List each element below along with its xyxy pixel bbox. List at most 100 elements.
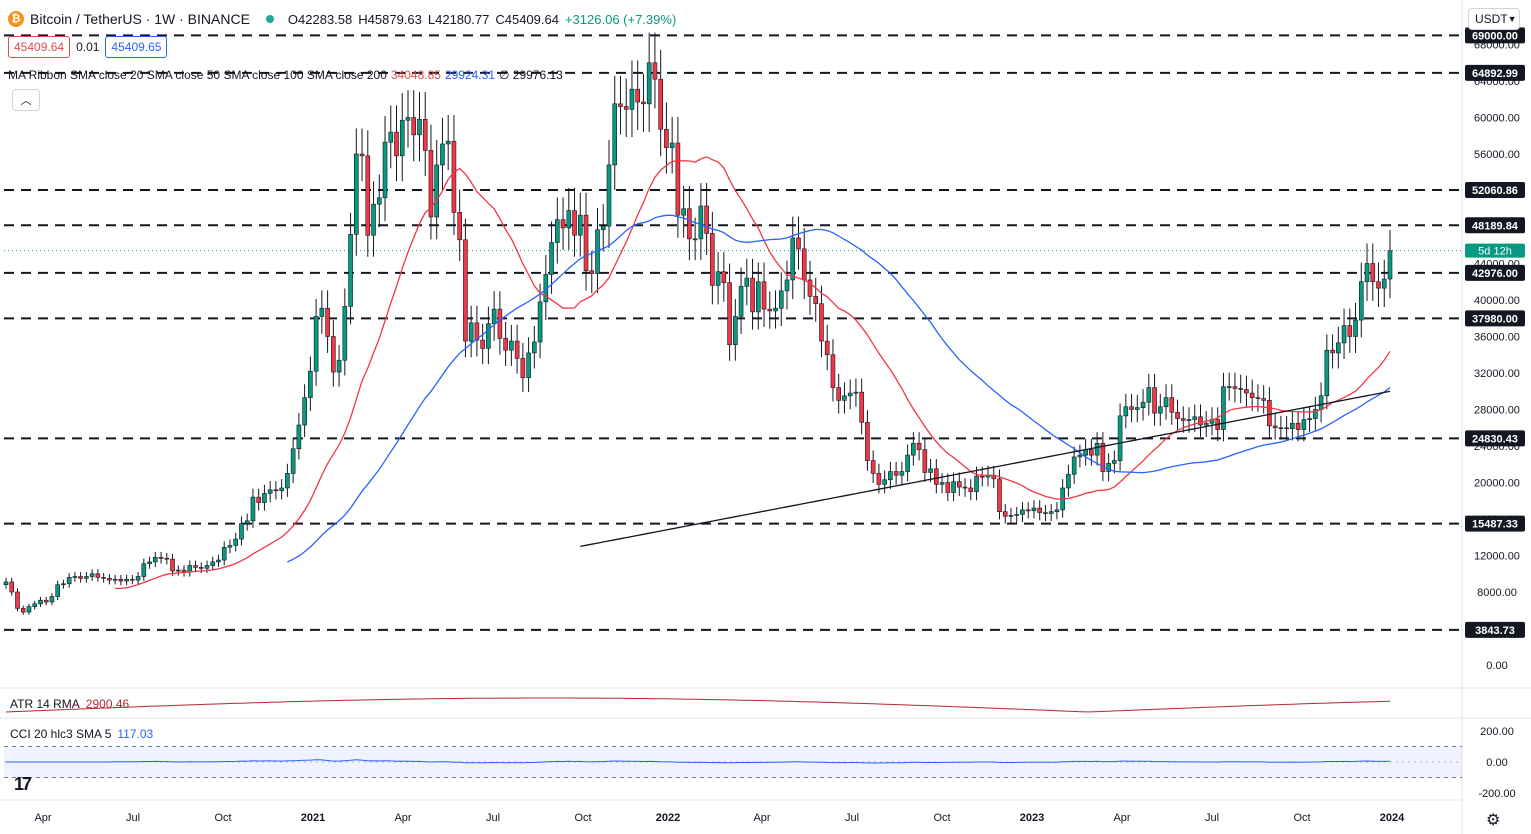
candle-body [514, 340, 520, 359]
candle-body [72, 576, 78, 578]
candle-body [951, 481, 956, 493]
level-label-bg [1465, 310, 1525, 327]
candle-body [66, 577, 72, 585]
time-tick-label: Jul [845, 812, 859, 824]
level-label: 24830.43 [1472, 433, 1518, 445]
candle-body [331, 336, 336, 373]
price-tick-label: 0.00 [1486, 660, 1507, 672]
level-label-bg [1465, 264, 1525, 281]
candle-body [193, 565, 198, 568]
candle-body [1025, 509, 1031, 512]
candle-body [962, 486, 968, 489]
candle-body [1135, 407, 1140, 410]
candle-body [767, 308, 773, 312]
candle-body [1376, 281, 1381, 289]
level-label-bg [1465, 181, 1525, 198]
candle-body [830, 354, 836, 388]
candle-body [733, 316, 738, 346]
candle-body [325, 307, 330, 337]
price-tick-label: 20000.00 [1474, 478, 1520, 490]
candle-body [164, 557, 170, 560]
candle-body [1364, 263, 1370, 283]
time-tick-label: 2022 [656, 812, 680, 824]
price-tick-label: 28000.00 [1474, 405, 1520, 417]
candle-body [824, 340, 830, 356]
candle-body [583, 214, 589, 272]
candle-body [101, 577, 106, 579]
candle-body [509, 340, 514, 351]
candle-body [1221, 386, 1226, 430]
candle-body [893, 471, 899, 476]
candle-body [89, 573, 95, 577]
candle-body [796, 237, 801, 250]
cci-legend[interactable]: CCI 20 hlc3 SMA 5 117.03 [10, 727, 153, 741]
time-tick-label: Oct [1293, 812, 1310, 824]
candle-body [704, 205, 709, 234]
candle-body [285, 473, 290, 489]
candle-body [1255, 397, 1261, 399]
collapse-legend-button[interactable]: ︿ [12, 89, 40, 111]
candle-body [371, 203, 376, 236]
ma-ribbon-legend[interactable]: MA Ribbon SMA close 20 SMA close 50 SMA … [8, 68, 563, 82]
candle-body [532, 341, 537, 354]
candle-body [669, 142, 675, 148]
candle-body [750, 277, 755, 313]
candle-body [273, 489, 279, 492]
candle-body [468, 322, 474, 342]
buy-button[interactable]: 45409.65 [105, 36, 168, 58]
candle-body [646, 62, 652, 105]
candle-body [606, 164, 612, 227]
candle-body [1014, 514, 1020, 516]
candle-body [319, 307, 325, 317]
candle-body [250, 496, 256, 522]
time-tick-label: Apr [394, 812, 411, 824]
atr-legend[interactable]: ATR 14 RMA 2900.46 [10, 697, 129, 711]
candle-body [836, 387, 841, 401]
candle-body [175, 569, 181, 572]
candle-body [267, 489, 273, 494]
candle-body [1301, 419, 1307, 430]
candle-body [359, 153, 365, 157]
level-label-bg [1465, 621, 1525, 638]
candle-body [61, 583, 66, 586]
candle-body [1381, 278, 1387, 289]
candle-body [710, 233, 715, 286]
gear-icon[interactable]: ⚙ [1486, 812, 1501, 829]
candle-body [687, 208, 692, 240]
symbol-title[interactable]: Bitcoin / TetherUS · 1W · BINANCE [30, 11, 250, 27]
level-label: 69000.00 [1472, 30, 1518, 42]
candle-body [187, 565, 193, 573]
candle-body [296, 424, 302, 450]
candle-body [629, 88, 635, 110]
candle-body [1043, 512, 1048, 514]
candle-body [652, 62, 658, 80]
tradingview-logo-icon[interactable]: 17 [14, 774, 32, 794]
candle-body [49, 596, 55, 603]
candle-body [1307, 418, 1312, 420]
candle-body [715, 271, 721, 286]
candle-body [623, 106, 629, 110]
ma-ribbon-label: MA Ribbon SMA close 20 SMA close 50 SMA … [8, 68, 387, 82]
candle-body [1106, 463, 1111, 472]
candle-body [158, 557, 164, 559]
change-value: +3126.06 (+7.39%) [564, 11, 677, 27]
candle-body [216, 559, 221, 563]
candle-body [135, 576, 141, 581]
sell-button[interactable]: 45409.64 [8, 36, 71, 58]
sma20-value: 34048.85 [390, 68, 441, 82]
currency-selector[interactable]: USDT ▼ [1468, 8, 1520, 30]
candle-body [84, 576, 89, 579]
candle-body [20, 608, 26, 613]
time-tick-label: Oct [933, 812, 950, 824]
candle-body [262, 493, 267, 503]
candle-body [474, 322, 480, 341]
candle-body [721, 271, 727, 283]
candle-body [405, 117, 411, 121]
price-tick-label: 56000.00 [1474, 149, 1520, 161]
candle-body [457, 212, 462, 241]
price-tick-label: 36000.00 [1474, 332, 1520, 344]
candle-body [55, 584, 60, 597]
candle-body [520, 358, 526, 378]
candle-body [761, 281, 767, 310]
